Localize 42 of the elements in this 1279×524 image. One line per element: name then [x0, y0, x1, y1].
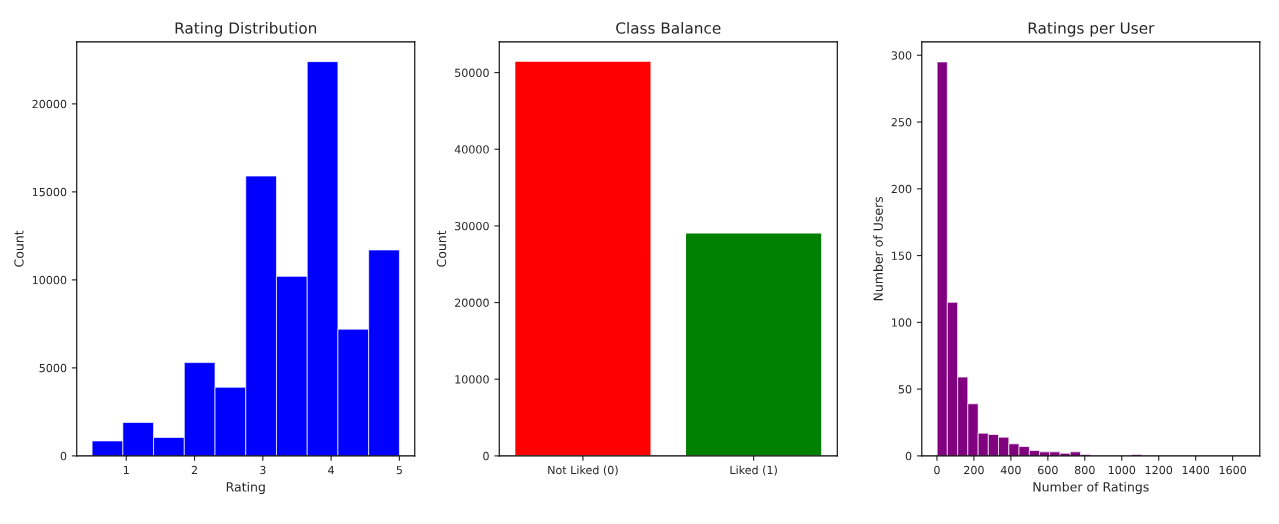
- y-tick-label: 20000: [455, 298, 489, 307]
- x-tick-label: 5: [396, 465, 402, 475]
- x-axis-title: Number of Ratings: [1033, 481, 1149, 495]
- x-tick-label: 800: [1074, 465, 1095, 475]
- x-tick-label: 1000: [1108, 465, 1136, 475]
- y-tick-label: 100: [892, 318, 912, 327]
- y-tick-label: 150: [892, 251, 912, 260]
- x-tick-label: 200: [964, 465, 984, 475]
- x-tick-label: 400: [1000, 465, 1021, 475]
- y-axis-title: Count: [14, 230, 24, 267]
- x-tick-label: Not Liked (0): [548, 465, 618, 476]
- y-tick-label: 250: [891, 118, 912, 127]
- x-tick-label: 4: [328, 465, 335, 475]
- y-tick-label: 15000: [32, 187, 67, 197]
- y-tick-label: 0: [60, 451, 67, 461]
- chart-title: Ratings per User: [1028, 21, 1155, 37]
- x-axis-title: Rating: [226, 481, 265, 495]
- y-tick-label: 40000: [454, 145, 489, 154]
- chart-title: Rating Distribution: [175, 21, 317, 37]
- y-tick-label: 10000: [32, 275, 67, 285]
- x-tick-label: 1200: [1145, 465, 1173, 475]
- x-tick-label: 1400: [1182, 465, 1210, 475]
- y-axis-title: Count: [436, 230, 447, 267]
- x-tick-label: Liked (1): [730, 465, 777, 476]
- y-axis-title: Number of Users: [873, 196, 883, 301]
- chart-title: Class Balance: [616, 21, 721, 34]
- x-tick-label: 600: [1038, 465, 1058, 475]
- x-tick-label: 1600: [1219, 465, 1247, 475]
- y-tick-label: 5000: [39, 363, 67, 373]
- y-tick-label: 50: [898, 385, 912, 394]
- x-tick-label: 2: [191, 465, 197, 475]
- y-tick-label: 50000: [455, 68, 489, 77]
- x-tick-label: 1: [123, 465, 129, 475]
- y-tick-label: 0: [483, 451, 489, 461]
- y-tick-label: 300: [891, 51, 912, 60]
- x-tick-label: 3: [260, 465, 266, 475]
- y-tick-label: 0: [905, 451, 912, 461]
- y-tick-label: 30000: [455, 221, 489, 231]
- y-tick-label: 10000: [455, 375, 489, 384]
- x-tick-label: 0: [934, 465, 940, 475]
- y-tick-label: 200: [891, 184, 912, 194]
- y-tick-label: 20000: [32, 99, 67, 109]
